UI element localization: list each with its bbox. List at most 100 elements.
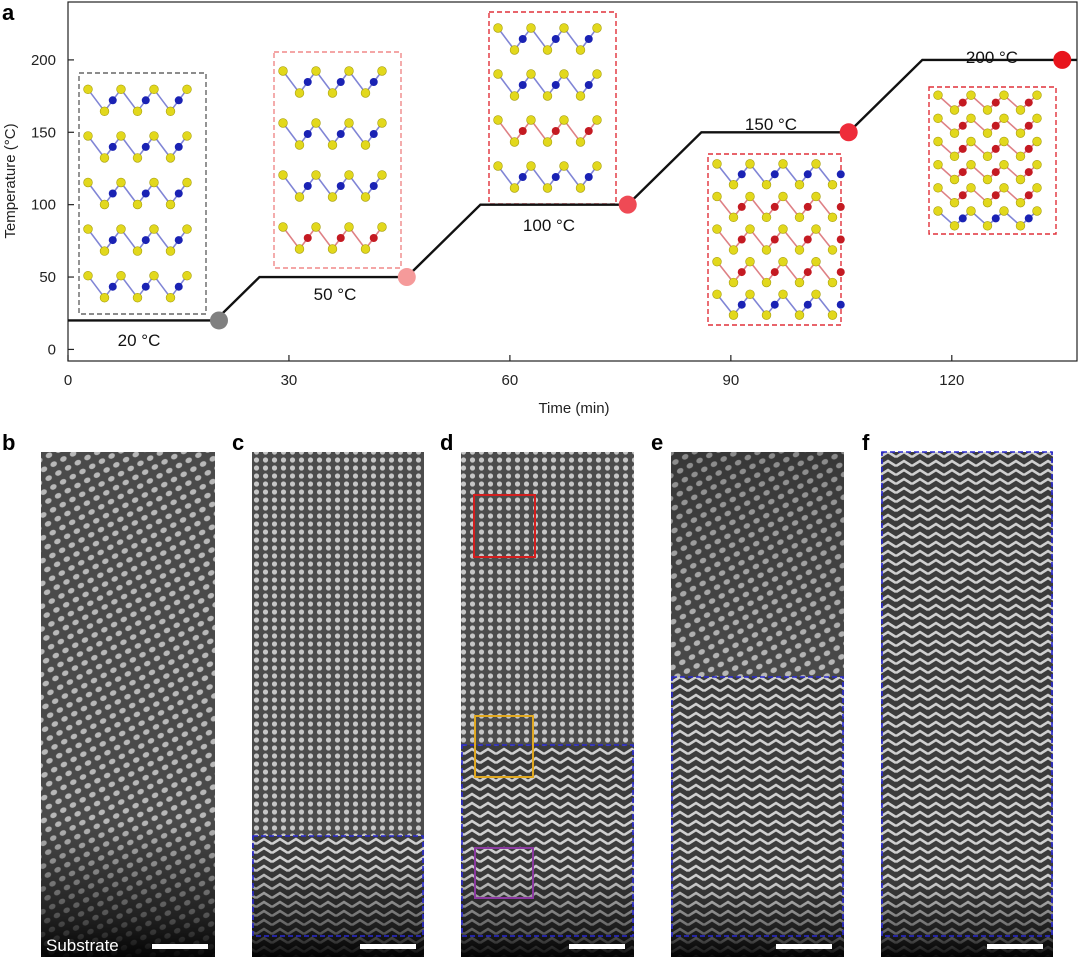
chalcogen-atom <box>559 69 569 79</box>
panel-label-a: a <box>2 0 15 25</box>
chalcogen-atom <box>360 192 371 202</box>
chalcogen-atom <box>99 293 110 303</box>
structure-inset <box>707 153 845 326</box>
metal-atom <box>737 202 746 211</box>
metal-atom <box>958 144 967 153</box>
chalcogen-atom <box>132 153 143 163</box>
chalcogen-atom <box>745 191 755 202</box>
metal-atom <box>174 282 183 291</box>
chalcogen-atom <box>182 177 192 188</box>
chalcogen-atom <box>778 289 788 299</box>
chalcogen-atom <box>1015 197 1026 208</box>
x-axis-label: Time (min) <box>538 400 609 417</box>
metal-atom <box>770 300 779 309</box>
metal-atom <box>141 189 150 198</box>
chalcogen-atom <box>999 183 1009 193</box>
stem-image-e <box>671 452 844 957</box>
metal-atom <box>518 35 527 43</box>
structure-inset <box>78 72 207 315</box>
chalcogen-atom <box>278 222 288 232</box>
chalcogen-atom <box>83 84 93 95</box>
chalcogen-atom <box>99 153 110 163</box>
metal-atom <box>369 234 378 242</box>
metal-atom <box>141 236 150 245</box>
chalcogen-atom <box>165 246 176 256</box>
chalcogen-atom <box>745 224 755 234</box>
metal-atom <box>737 300 746 309</box>
annotation-20c: 20 °C <box>118 331 161 350</box>
x-tick-label: 90 <box>723 372 740 389</box>
chalcogen-atom <box>294 244 305 254</box>
chalcogen-atom <box>149 224 159 234</box>
chalcogen-atom <box>165 293 176 303</box>
metal-atom <box>303 78 312 86</box>
metal-atom <box>584 127 593 135</box>
metal-atom <box>584 35 593 43</box>
chalcogen-atom <box>794 245 805 255</box>
metal-atom <box>803 300 812 309</box>
metal-atom <box>551 81 560 89</box>
chalcogen-atom <box>360 88 371 98</box>
metal-atom <box>303 234 312 242</box>
metal-atom <box>836 300 845 309</box>
chalcogen-atom <box>165 153 176 163</box>
region-box <box>252 835 424 937</box>
chalcogen-atom <box>1032 183 1042 193</box>
chalcogen-atom <box>933 90 943 100</box>
metal-atom <box>991 121 1000 130</box>
chalcogen-atom <box>377 170 387 180</box>
region-box <box>461 744 634 937</box>
chalcogen-atom <box>182 131 192 141</box>
chalcogen-atom <box>149 84 159 95</box>
chalcogen-atom <box>1015 105 1026 115</box>
metal-atom <box>958 121 967 130</box>
chalcogen-atom <box>182 84 192 95</box>
chalcogen-atom <box>1032 159 1042 170</box>
panel-label-d: d <box>440 430 453 455</box>
metal-atom <box>836 202 845 211</box>
chalcogen-atom <box>745 159 755 169</box>
y-axis-label: Temperature (°C) <box>2 123 19 238</box>
chalcogen-atom <box>542 45 553 55</box>
metal-atom <box>174 96 183 105</box>
metal-atom <box>584 173 593 181</box>
chalcogen-atom <box>526 69 536 79</box>
temperature-line <box>68 58 1077 322</box>
stem-image-d <box>461 452 634 957</box>
metal-atom <box>958 98 967 107</box>
x-tick-label: 60 <box>502 372 519 389</box>
chalcogen-atom <box>182 224 192 234</box>
chalcogen-atom <box>311 222 321 232</box>
chalcogen-atom <box>712 256 722 267</box>
scale-bar <box>152 944 208 949</box>
stem-image-b: Substrate <box>41 452 215 957</box>
chalcogen-atom <box>827 245 838 255</box>
scale-bar <box>776 944 832 949</box>
chalcogen-atom <box>794 180 805 190</box>
region-box <box>671 676 844 937</box>
panel-label-c: c <box>232 430 244 455</box>
chalcogen-atom <box>999 136 1009 147</box>
scale-bar <box>987 944 1043 949</box>
metal-atom <box>991 191 1000 200</box>
chalcogen-atom <box>1015 221 1026 231</box>
y-tick-label: 150 <box>31 124 56 141</box>
chalcogen-atom <box>132 106 143 117</box>
y-tick-label: 50 <box>39 269 56 286</box>
chalcogen-atom <box>592 69 602 79</box>
chalcogen-atom <box>493 69 503 79</box>
chalcogen-atom <box>966 206 976 216</box>
chalcogen-atom <box>344 222 354 232</box>
chalcogen-atom <box>827 180 838 190</box>
panel-label-f: f <box>862 430 870 455</box>
structure-inset <box>273 51 402 269</box>
chalcogen-atom <box>966 113 976 124</box>
chalcogen-atom <box>778 191 788 202</box>
chalcogen-atom <box>1032 113 1042 124</box>
chalcogen-atom <box>83 224 93 234</box>
metal-atom <box>141 142 150 151</box>
chalcogen-atom <box>116 84 126 95</box>
metal-atom <box>770 268 779 277</box>
chalcogen-atom <box>827 277 838 288</box>
chalcogen-atom <box>99 106 110 117</box>
